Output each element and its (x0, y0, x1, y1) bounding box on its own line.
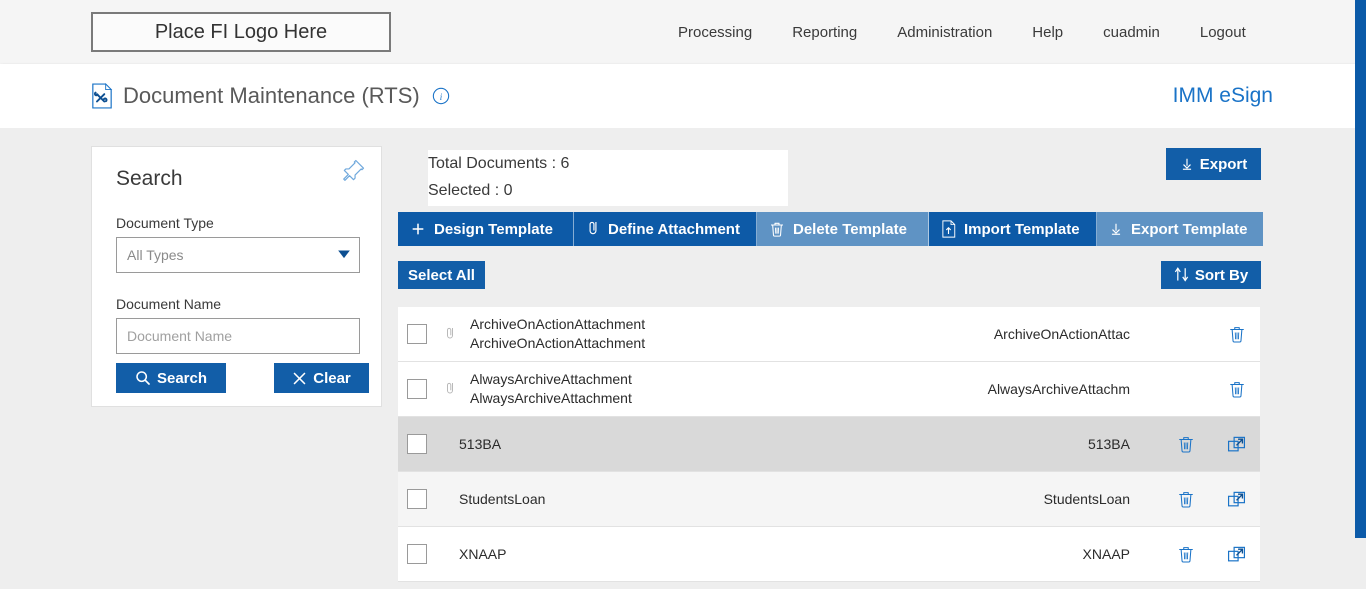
svg-text:i: i (439, 92, 442, 102)
